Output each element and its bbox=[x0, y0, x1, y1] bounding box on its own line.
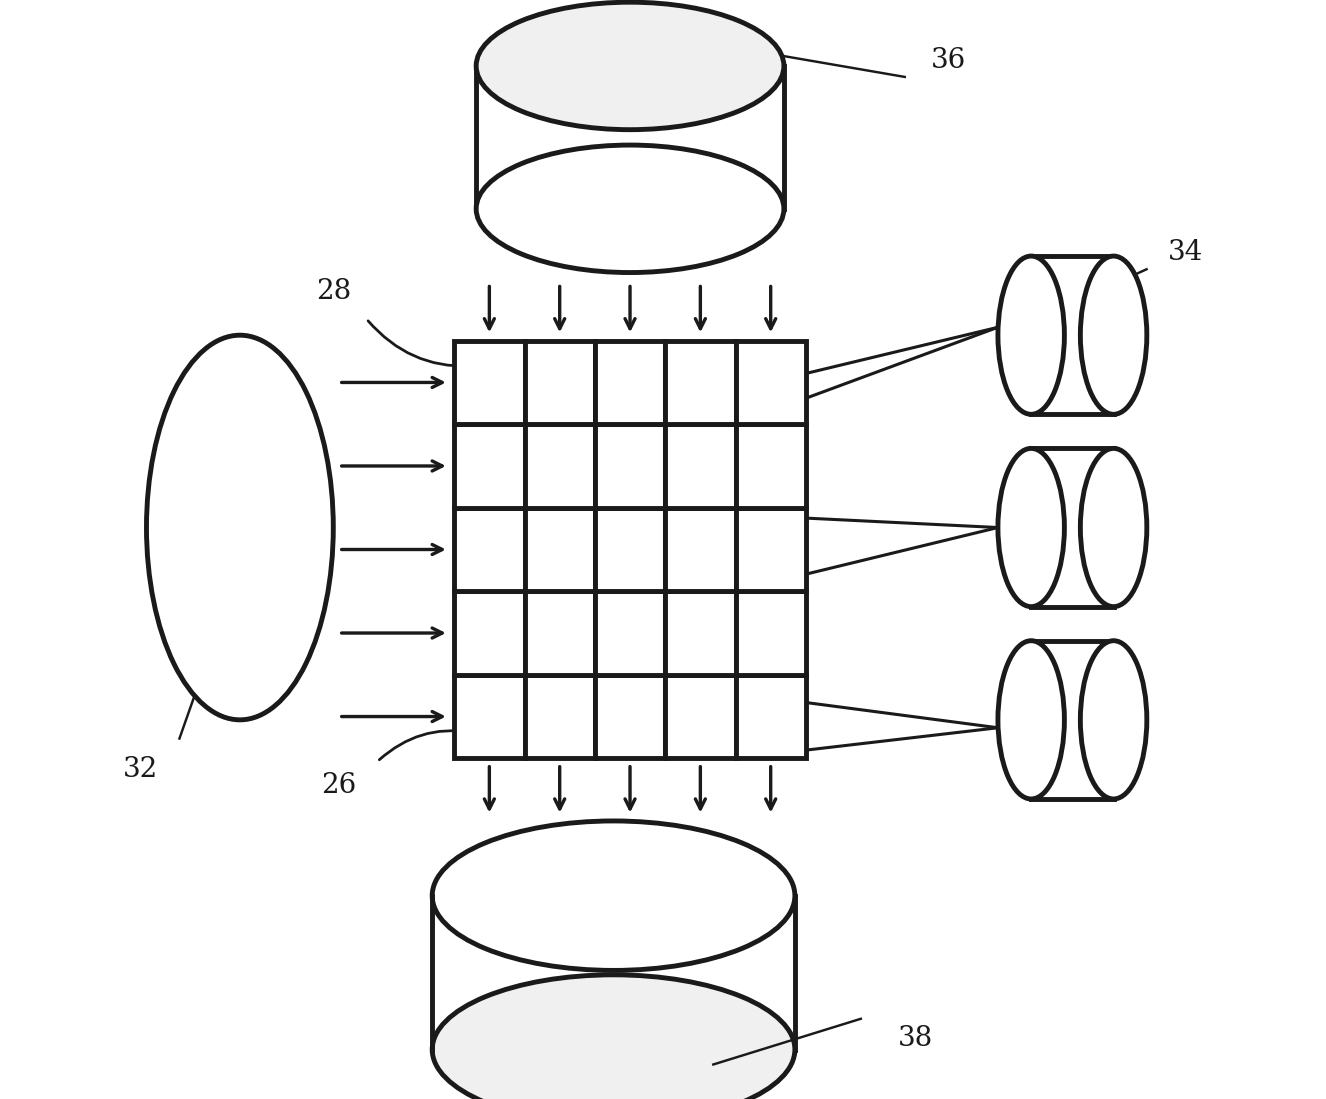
Text: 28: 28 bbox=[316, 278, 351, 304]
Ellipse shape bbox=[998, 641, 1065, 799]
Bar bbox=[525, 591, 595, 675]
Bar bbox=[666, 508, 736, 591]
Ellipse shape bbox=[432, 821, 794, 970]
Bar bbox=[595, 508, 666, 591]
Ellipse shape bbox=[998, 448, 1065, 607]
Bar bbox=[736, 675, 806, 758]
Bar bbox=[595, 424, 666, 508]
Bar bbox=[595, 591, 666, 675]
Text: 38: 38 bbox=[898, 1025, 934, 1052]
Ellipse shape bbox=[1081, 256, 1147, 414]
Text: 32: 32 bbox=[123, 756, 159, 782]
Bar bbox=[455, 341, 525, 424]
Bar bbox=[666, 675, 736, 758]
Bar bbox=[595, 341, 666, 424]
Bar bbox=[525, 508, 595, 591]
Bar bbox=[455, 591, 525, 675]
Bar bbox=[736, 508, 806, 591]
Bar bbox=[736, 341, 806, 424]
Bar bbox=[736, 591, 806, 675]
Bar bbox=[666, 341, 736, 424]
Bar bbox=[666, 424, 736, 508]
Bar bbox=[525, 424, 595, 508]
Bar bbox=[525, 675, 595, 758]
Bar bbox=[525, 341, 595, 424]
Ellipse shape bbox=[1081, 641, 1147, 799]
Ellipse shape bbox=[476, 2, 784, 130]
Bar bbox=[455, 508, 525, 591]
Bar bbox=[455, 424, 525, 508]
Ellipse shape bbox=[998, 256, 1065, 414]
Bar bbox=[666, 591, 736, 675]
Text: 36: 36 bbox=[931, 47, 967, 74]
Bar bbox=[455, 675, 525, 758]
Text: 26: 26 bbox=[321, 773, 357, 799]
Ellipse shape bbox=[1081, 448, 1147, 607]
Text: 34: 34 bbox=[1167, 240, 1203, 266]
Ellipse shape bbox=[432, 975, 794, 1099]
Bar bbox=[595, 675, 666, 758]
Ellipse shape bbox=[146, 335, 333, 720]
Ellipse shape bbox=[476, 145, 784, 273]
Bar bbox=[736, 424, 806, 508]
